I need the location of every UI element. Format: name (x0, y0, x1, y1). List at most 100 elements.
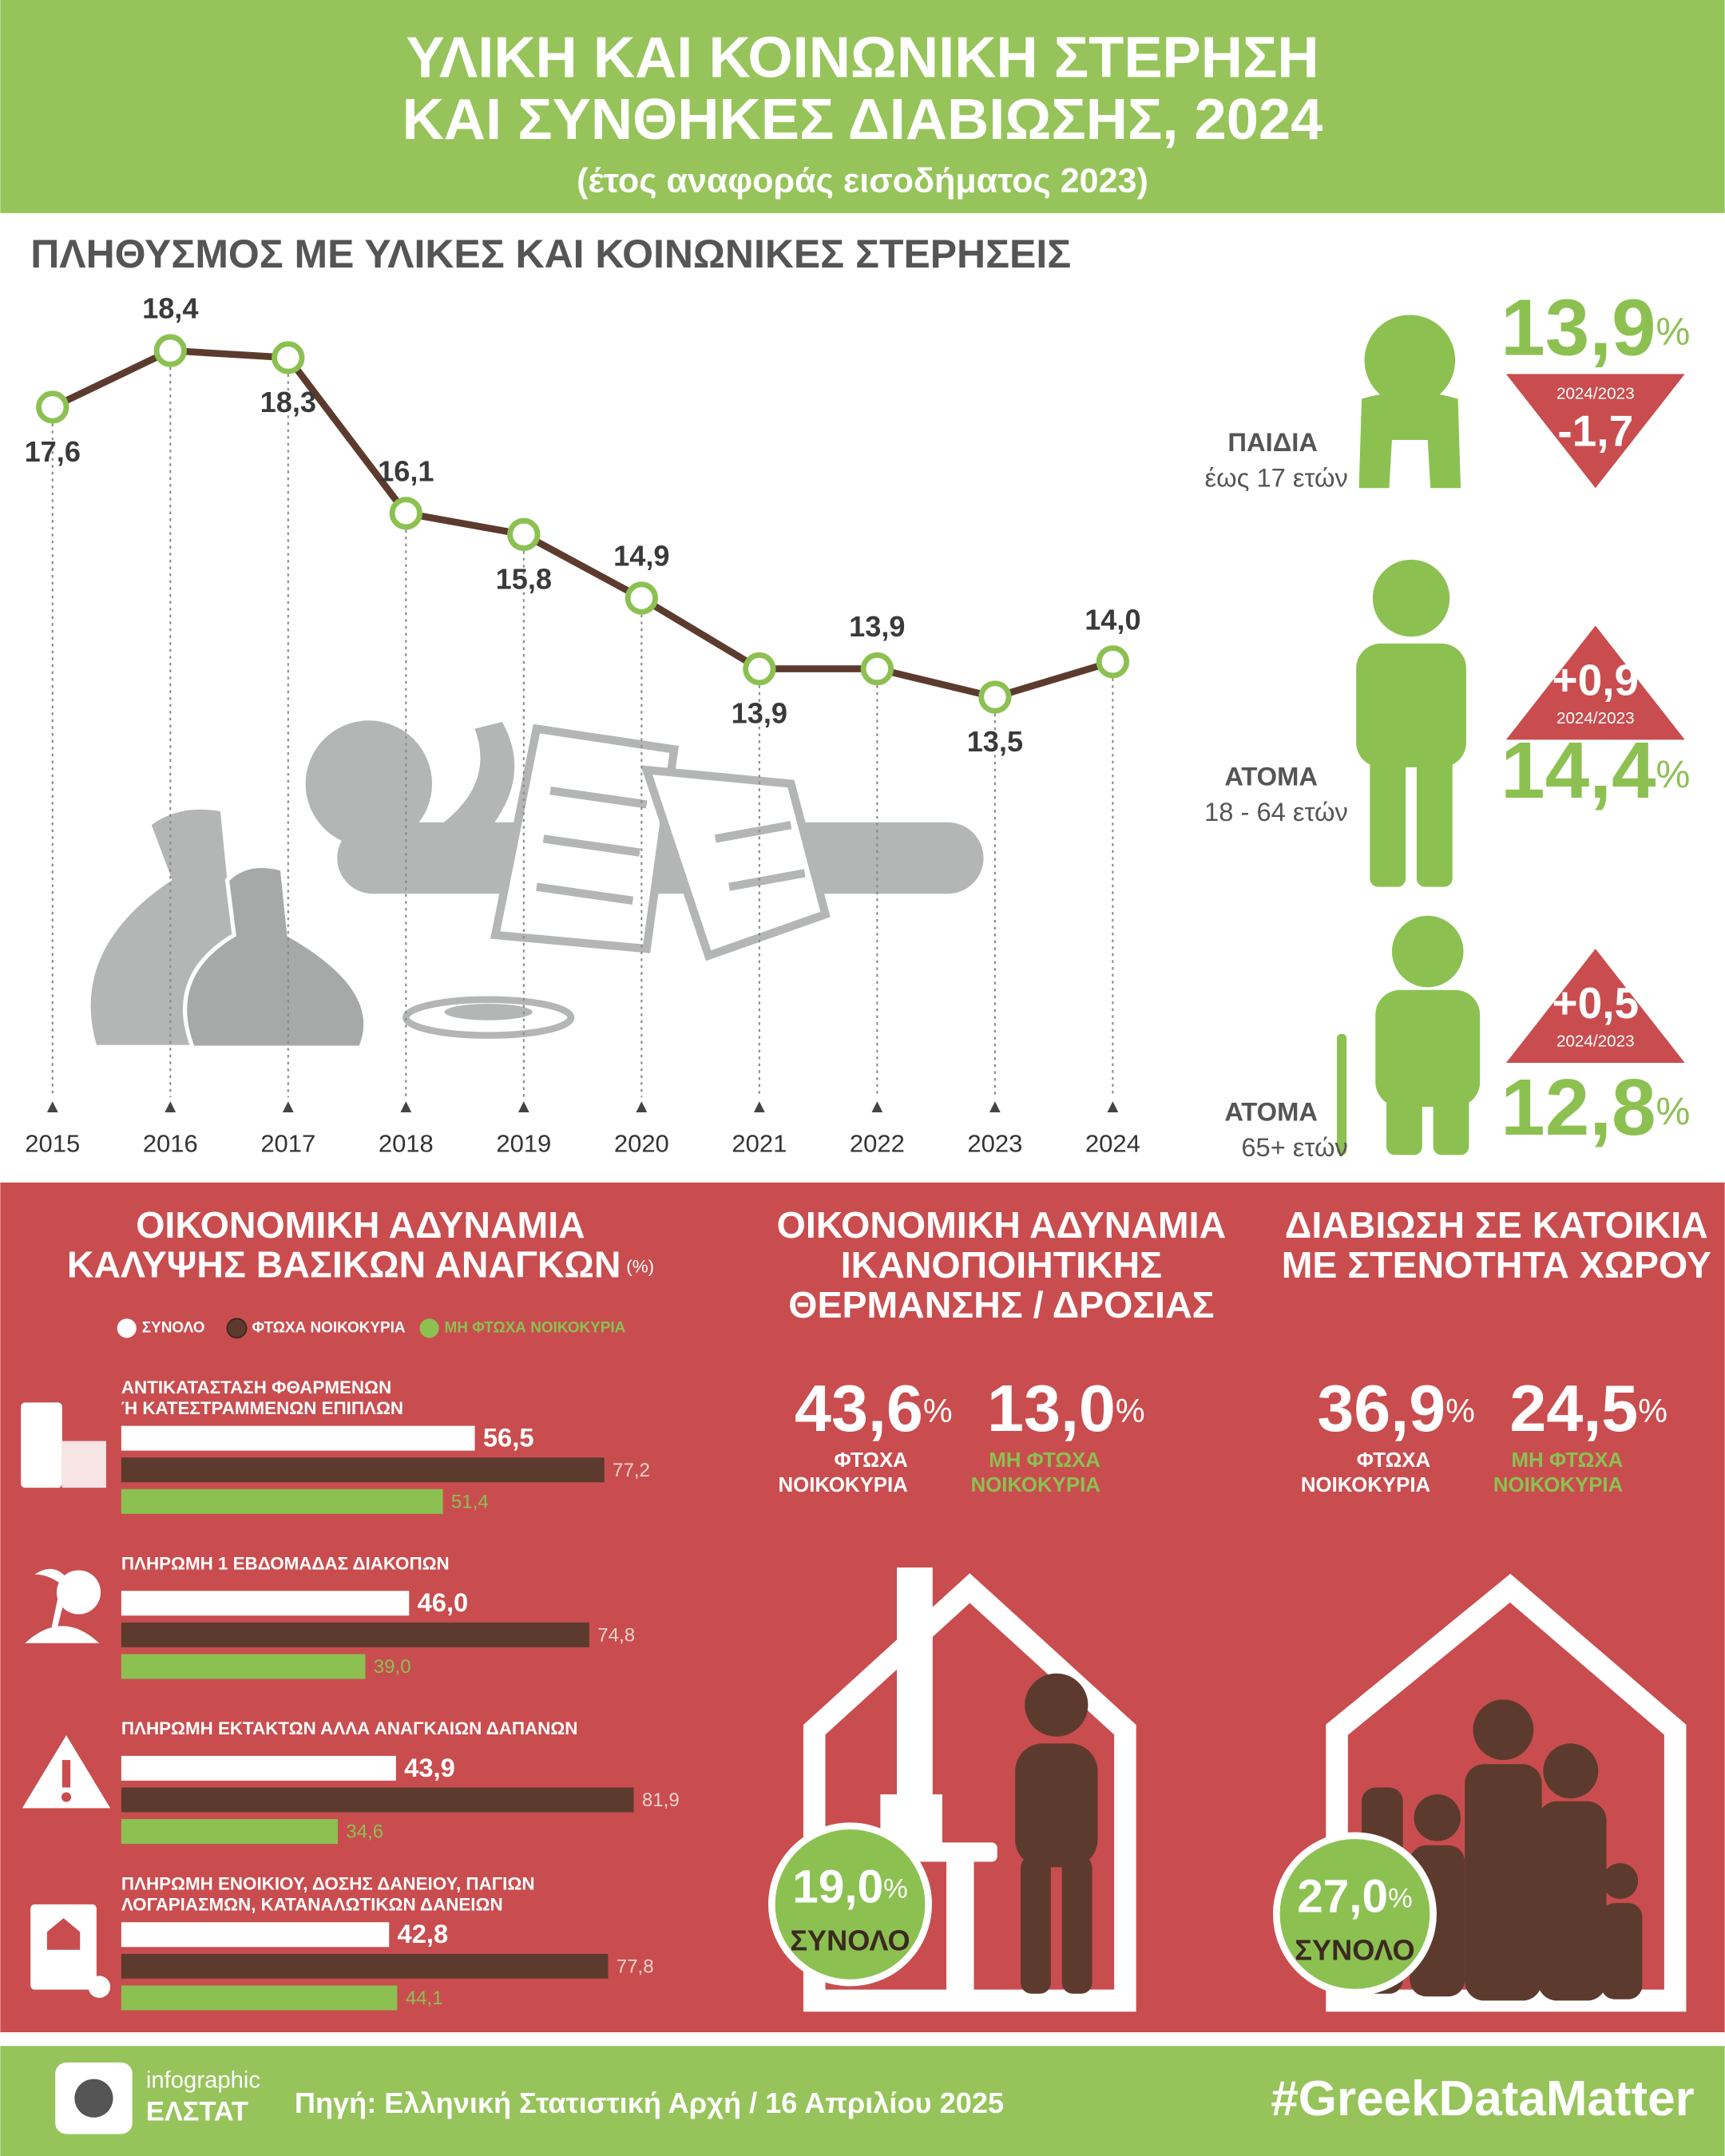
legend-label: ΜΗ ΦΤΩΧΑ ΝΟΙΚΟΚΥΡΙΑ (445, 1319, 626, 1336)
bar (121, 1922, 390, 1948)
bar-value-label: 74,8 (597, 1624, 635, 1646)
bar (121, 1985, 398, 2011)
axis-tick (871, 1101, 883, 1113)
marker (507, 517, 541, 552)
panel-value-value: 24,5 (1509, 1371, 1638, 1445)
bar (121, 1425, 475, 1451)
bar (121, 1654, 366, 1679)
age-sublabel: 18 - 64 ετών (1204, 797, 1348, 826)
source: Πηγή: Ελληνική Στατιστική Αρχή / 16 Απρι… (295, 2087, 1004, 2119)
data-label: 13,9 (732, 697, 787, 730)
bar (121, 1953, 609, 1979)
bar-value-label: 34,6 (346, 1821, 383, 1843)
age-value-value: 14,4 (1501, 727, 1656, 815)
change-period: 2024/2023 (1556, 709, 1635, 727)
x-tick-label: 2022 (850, 1130, 905, 1158)
marker (36, 390, 69, 424)
marker (978, 680, 1012, 714)
marker (272, 341, 305, 375)
data-label: 13,5 (967, 725, 1023, 758)
panel-value: 24,5% (1509, 1371, 1668, 1445)
panel-value-value: 36,9 (1317, 1371, 1445, 1445)
age-label: ΠΑΙΔΙΑ (1227, 427, 1318, 457)
total-value: 27,0% (1297, 1871, 1413, 1923)
bar (121, 1819, 338, 1845)
data-label: 13,9 (849, 610, 905, 643)
panel-value-value: 43,6 (795, 1371, 923, 1445)
data-label: 16,1 (378, 454, 434, 487)
axis-tick (989, 1101, 1001, 1113)
category-label: ΛΟΓΑΡΙΑΣΜΩΝ, ΚΑΤΑΝΑΛΩΤΙΚΩΝ ΔΑΝΕΙΩΝ (121, 1895, 503, 1915)
x-tick-label: 2023 (967, 1130, 1022, 1158)
bar-value-label: 44,1 (406, 1988, 443, 2009)
panel-label: ΜΗ ΦΤΩΧΑ (1512, 1449, 1624, 1472)
panel-value: 43,6% (795, 1371, 953, 1445)
panel-label: ΦΤΩΧΑ (834, 1449, 907, 1472)
change-value: +0,5 (1552, 978, 1639, 1028)
change-triangle (1505, 949, 1685, 1064)
bar (121, 1488, 443, 1514)
x-tick-label: 2017 (260, 1130, 315, 1158)
legend-label: ΦΤΩΧΑ ΝΟΙΚΟΚΥΡΙΑ (252, 1319, 405, 1336)
change-value: +0,9 (1552, 655, 1639, 704)
panel-label: ΜΗ ΦΤΩΧΑ (989, 1449, 1100, 1472)
title: ΚΑΙ ΣΥΝΘΗΚΕΣ ΔΙΑΒΙΩΣΗΣ, 2024 (402, 88, 1323, 152)
data-label: 18,3 (260, 386, 316, 418)
bar-title-line: ΚΑΛΥΨΗΣ ΒΑΣΙΚΩΝ ΑΝΑΓΚΩΝ (67, 1244, 621, 1286)
logo-text: infographic (146, 2068, 260, 2094)
bar-value-label: 77,8 (617, 1956, 654, 1977)
panel-label: ΝΟΙΚΟΚΥΡΙΑ (971, 1474, 1100, 1496)
total-value-unit: % (1388, 1884, 1413, 1914)
bar (121, 1457, 605, 1483)
age-value: 13,9% (1501, 284, 1690, 373)
age-value-unit: % (1656, 753, 1691, 796)
age-value-unit: % (1656, 1090, 1691, 1133)
x-tick-label: 2018 (379, 1130, 434, 1158)
bar-icons (21, 1402, 111, 1998)
total-label: ΣΥΝΟΛΟ (790, 1924, 910, 1957)
age-value-value: 12,8 (1501, 1064, 1656, 1152)
category-label: ΑΝΤΙΚΑΤΑΣΤΑΣΗ ΦΘΑΡΜΕΝΩΝ (121, 1377, 391, 1397)
axis-tick (518, 1101, 529, 1113)
data-label: 14,0 (1085, 603, 1140, 636)
axis-tick (636, 1101, 648, 1113)
bar-value-label: 77,2 (613, 1460, 650, 1481)
total-circle (768, 1822, 932, 1987)
axis-tick (46, 1101, 58, 1113)
panel-title: ΜΕ ΣΤΕΝΟΤΗΤΑ ΧΩΡΟΥ (1282, 1244, 1711, 1286)
bar-title: ΚΑΛΥΨΗΣ ΒΑΣΙΚΩΝ ΑΝΑΓΚΩΝ (%) (67, 1244, 654, 1286)
legend-swatch (226, 1318, 248, 1339)
footer-band (0, 2046, 1725, 2156)
panel-value-unit: % (1638, 1393, 1668, 1429)
axis-tick (753, 1101, 765, 1113)
change-triangle (1505, 625, 1685, 740)
bar (121, 1787, 634, 1813)
axis-tick (1107, 1101, 1119, 1113)
axis-tick (165, 1101, 176, 1113)
bar-value-label: 56,5 (483, 1423, 534, 1453)
panel-label: ΝΟΙΚΟΚΥΡΙΑ (779, 1474, 908, 1496)
category-label: Ή ΚΑΤΕΣΤΡΑΜΜΕΝΩΝ ΕΠΙΠΛΩΝ (121, 1398, 403, 1418)
bar-icon-details (46, 1760, 81, 1950)
age-label: ΑΤΟΜΑ (1224, 761, 1318, 791)
data-label: 15,8 (496, 562, 552, 595)
subtitle: (έτος αναφοράς εισοδήματος 2023) (577, 161, 1148, 200)
x-tick-label: 2021 (732, 1130, 787, 1158)
panel-label: ΦΤΩΧΑ (1357, 1449, 1430, 1472)
category-label: ΠΛΗΡΩΜΗ 1 ΕΒΔΟΜΑΔΑΣ ΔΙΑΚΟΠΩΝ (121, 1553, 450, 1573)
bar-value-label: 42,8 (398, 1919, 449, 1948)
legend-label: ΣΥΝΟΛΟ (142, 1319, 205, 1336)
x-tick-label: 2015 (25, 1130, 80, 1158)
age-sublabel: έως 17 ετών (1205, 463, 1348, 493)
logo-mark (74, 2079, 113, 2118)
age-value: 14,4% (1501, 727, 1690, 815)
bar-value-label: 39,0 (374, 1656, 411, 1678)
newspapers (490, 723, 831, 961)
x-tick-label: 2020 (614, 1130, 669, 1158)
axis-tick (282, 1101, 294, 1113)
bar-value-label: 51,4 (451, 1491, 489, 1512)
chart-title: ΠΛΗΘΥΣΜΟΣ ΜΕ ΥΛΙΚΕΣ ΚΑΙ ΚΟΙΝΩΝΙΚΕΣ ΣΤΕΡΗ… (30, 232, 1071, 276)
total-value: 19,0% (792, 1861, 908, 1913)
